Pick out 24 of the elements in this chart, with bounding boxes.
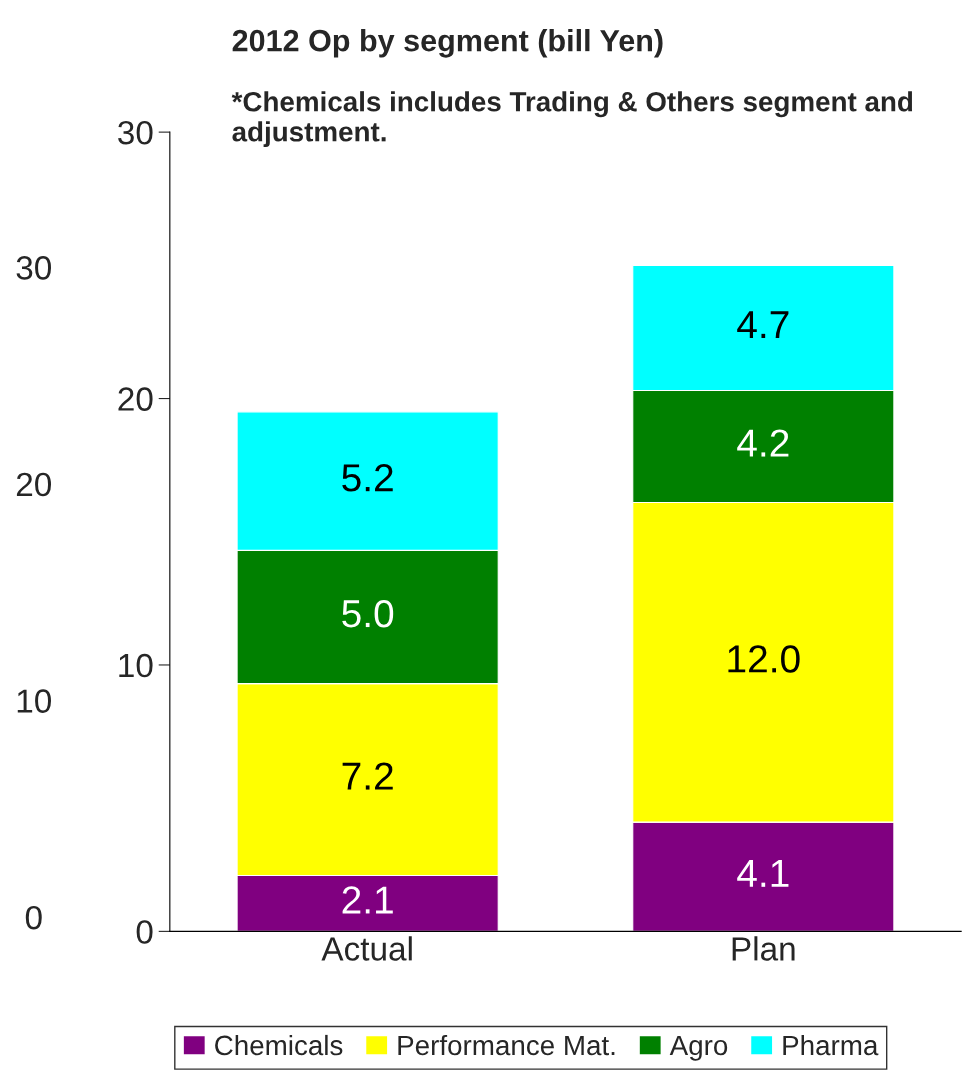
y-tick-label: 10 [119,653,153,678]
legend-label: Chemicals [215,1034,343,1056]
text: 30 [16,256,52,280]
data-label: 7.2 [342,762,393,790]
data-label: 12.0 [728,645,800,673]
data-label: 5.0 [342,599,394,628]
text: 0 [25,905,42,930]
data-label: 4.2 [737,429,789,457]
legend-label: Performance Mat. [398,1034,615,1056]
legend-label: Pharma [783,1034,879,1056]
text: 20 [16,472,52,497]
x-tick-label: Actual [321,936,412,961]
y-tick-label: 20 [118,387,153,411]
chart-title: 2012 Op by segment (bill Yen) [232,29,663,58]
data-label: 5.2 [342,464,393,492]
y-tick-label: 30 [118,120,153,145]
legend-label: Agro [669,1035,728,1061]
data-label: 2.1 [342,886,393,914]
x-tick-label: Plan [732,936,795,961]
chart-subtitle: *Chemicals includes Trading & Others segment and adjustment. [231,91,913,148]
data-label: 4.7 [737,311,789,338]
data-label: 4.1 [737,860,789,887]
text: 10 [17,689,52,713]
y-tick-label: 0 [136,920,153,944]
